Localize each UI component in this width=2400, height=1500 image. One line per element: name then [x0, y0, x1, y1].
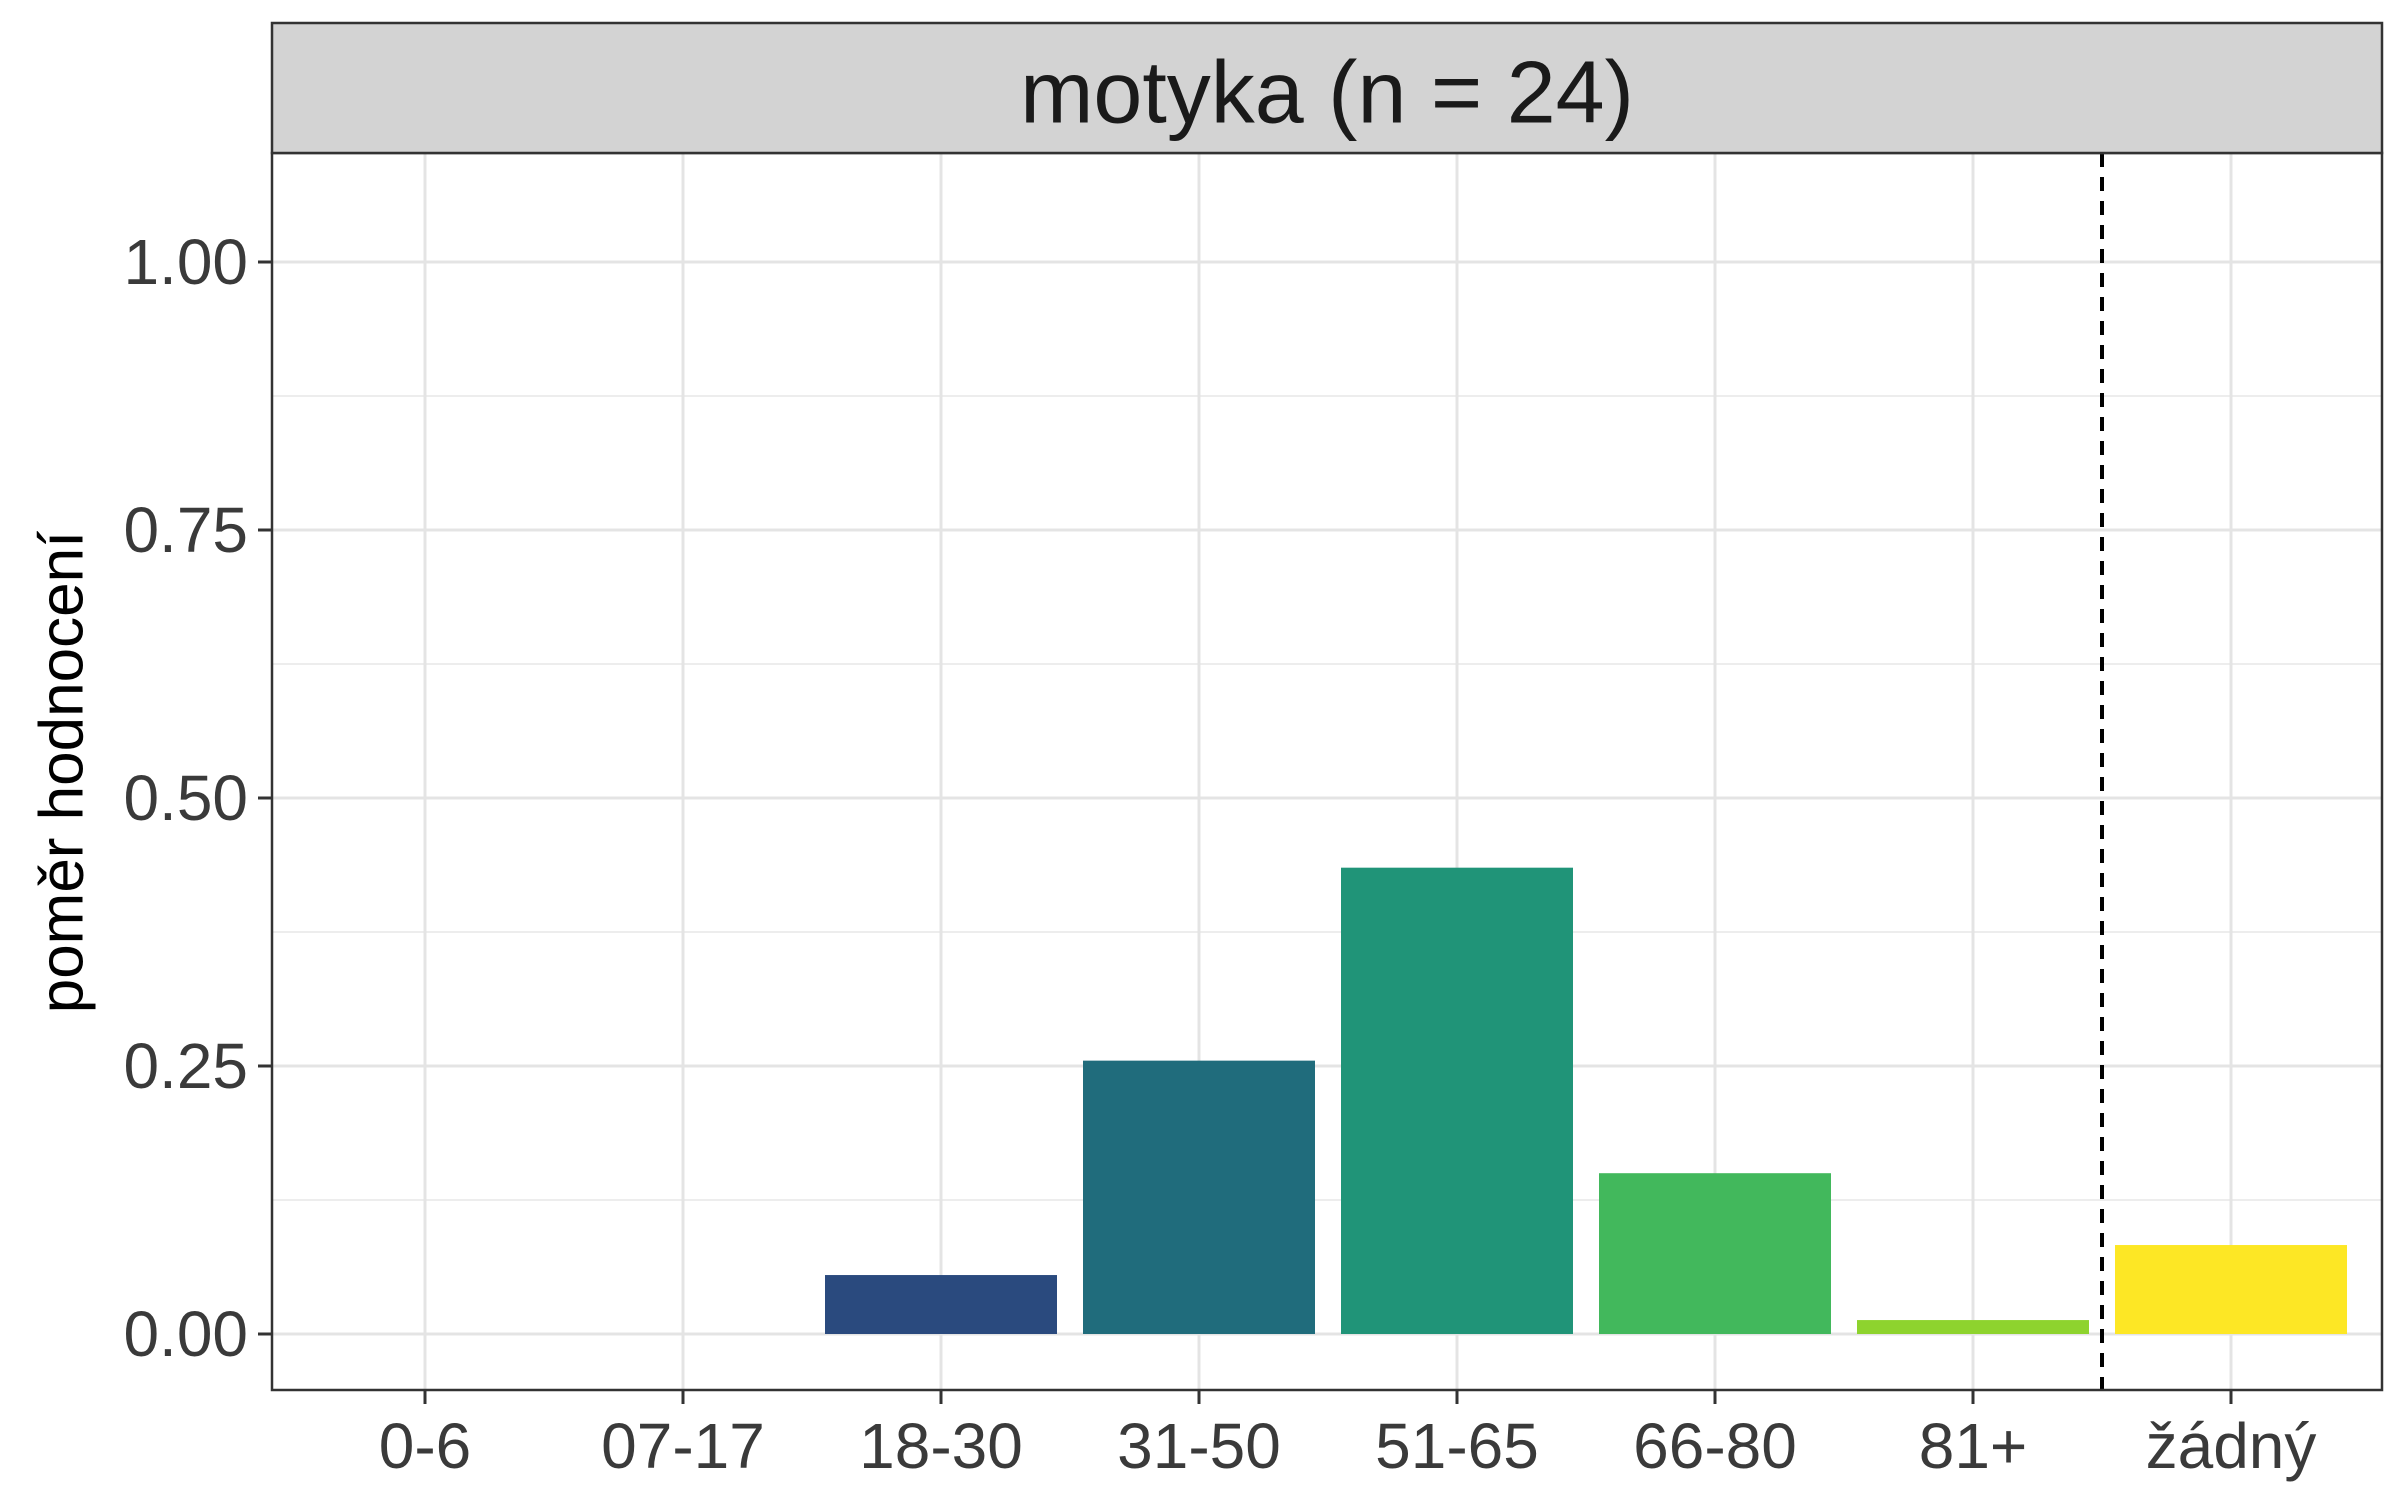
- bar-51-65: [1341, 867, 1573, 1334]
- facet-strip: [270, 21, 2384, 155]
- panel-border: [270, 151, 2384, 1392]
- bar-31-50: [1083, 1060, 1315, 1334]
- y-axis: 0.00 0.25 0.50 0.75 1.00: [123, 226, 272, 1370]
- bar-66-80: [1599, 1173, 1831, 1334]
- bar-series: [825, 867, 2347, 1334]
- x-axis: 0-6 07-17 18-30 31-50 51-65 66-80 81+ žádný: [379, 1390, 2317, 1482]
- x-tick-label: 81+: [1919, 1410, 2028, 1482]
- minor-gridlines: [272, 395, 2382, 1201]
- x-tick-label: 66-80: [1633, 1410, 1797, 1482]
- bar-81+: [1857, 1320, 2089, 1334]
- y-tick-label: 0.00: [123, 1298, 248, 1370]
- bar-žádný: [2115, 1245, 2347, 1334]
- x-tick-label: 51-65: [1375, 1410, 1539, 1482]
- x-tick-label: 31-50: [1117, 1410, 1281, 1482]
- x-tick-label: 18-30: [859, 1410, 1023, 1482]
- x-tick-label: žádný: [2146, 1410, 2317, 1482]
- y-tick-label: 0.75: [123, 494, 248, 566]
- facet-title: motyka (n = 24): [1020, 43, 1634, 142]
- y-tick-label: 0.50: [123, 762, 248, 834]
- x-tick-label: 07-17: [601, 1410, 765, 1482]
- bar-18-30: [825, 1275, 1057, 1334]
- y-tick-label: 1.00: [123, 226, 248, 298]
- y-axis-title: poměr hodnocení: [28, 531, 97, 1014]
- y-tick-label: 0.25: [123, 1030, 248, 1102]
- x-tick-label: 0-6: [379, 1410, 472, 1482]
- major-gridlines: [272, 153, 2382, 1390]
